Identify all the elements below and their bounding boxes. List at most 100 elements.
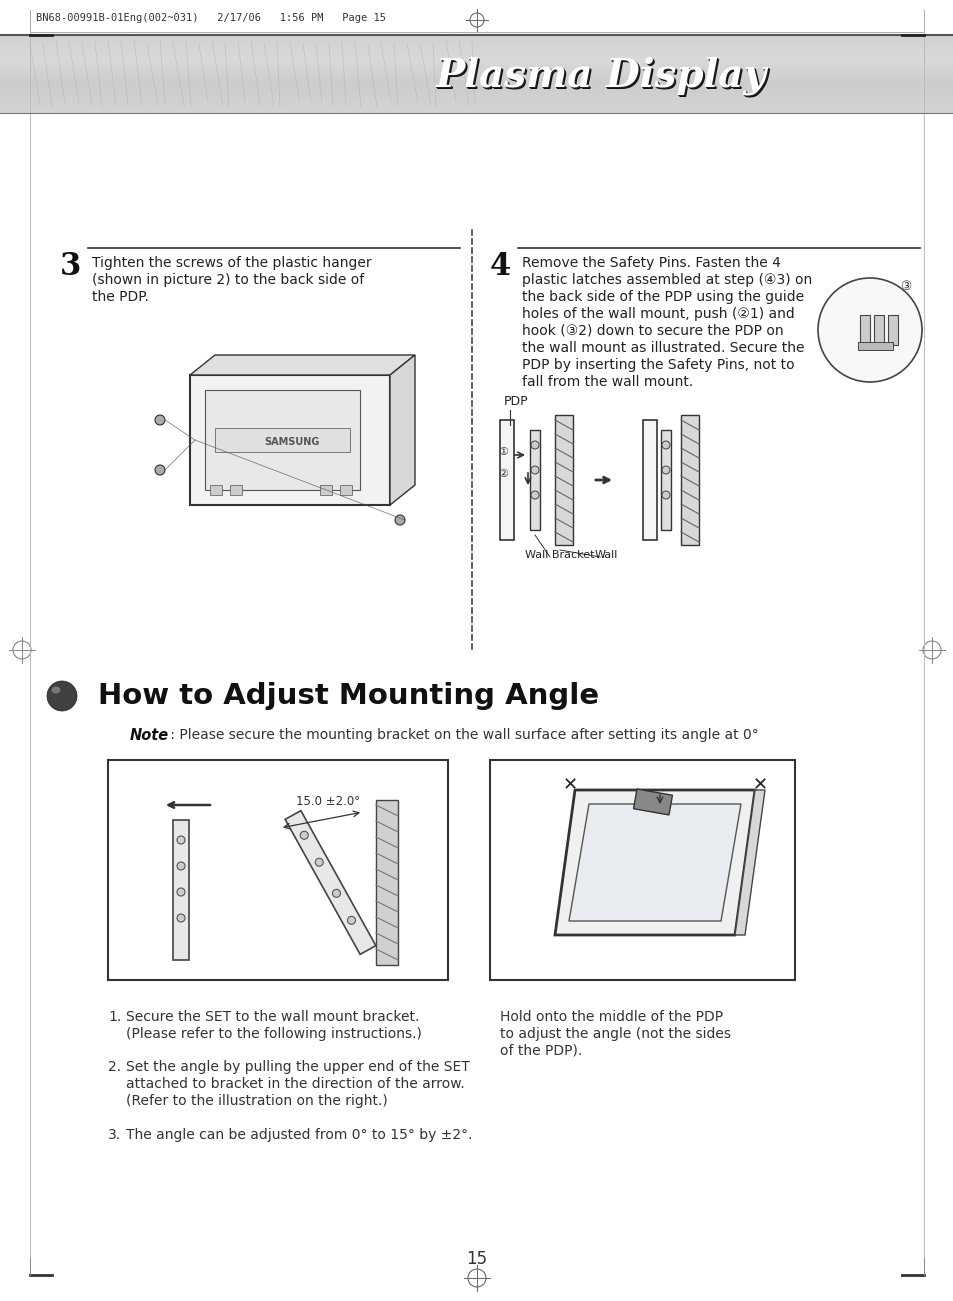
Bar <box>108 760 448 980</box>
Text: 15.0 ±2.0°: 15.0 ±2.0° <box>295 795 359 808</box>
Bar <box>0 95 953 98</box>
Text: 1.: 1. <box>108 1010 121 1024</box>
Bar <box>633 788 672 814</box>
Bar <box>642 420 657 540</box>
Text: the back side of the PDP using the guide: the back side of the PDP using the guide <box>521 290 803 304</box>
Circle shape <box>531 490 538 500</box>
Text: the wall mount as illustrated. Secure the: the wall mount as illustrated. Secure th… <box>521 341 803 355</box>
Text: ③: ③ <box>899 280 910 293</box>
Text: ✕: ✕ <box>562 775 577 794</box>
Bar <box>0 48 953 51</box>
Text: PDP by inserting the Safety Pins, not to: PDP by inserting the Safety Pins, not to <box>521 358 794 372</box>
Bar <box>0 75 953 78</box>
Bar <box>0 99 953 101</box>
Bar <box>0 107 953 109</box>
Bar <box>0 70 953 73</box>
Circle shape <box>531 441 538 449</box>
Text: Tighten the screws of the plastic hanger: Tighten the screws of the plastic hanger <box>91 256 372 271</box>
Text: ✕: ✕ <box>752 775 767 794</box>
Bar <box>0 91 953 94</box>
Polygon shape <box>190 355 415 375</box>
Circle shape <box>661 441 669 449</box>
Bar <box>0 35 953 38</box>
Bar <box>0 87 953 90</box>
Text: Note: Note <box>130 729 169 743</box>
Text: BN68-00991B-01Eng(002~031)   2/17/06   1:56 PM   Page 15: BN68-00991B-01Eng(002~031) 2/17/06 1:56 … <box>36 13 386 23</box>
Bar <box>0 64 953 66</box>
Bar <box>0 66 953 69</box>
Bar <box>0 52 953 55</box>
Bar <box>0 101 953 104</box>
Bar <box>530 431 539 530</box>
Bar <box>0 103 953 105</box>
Bar <box>0 79 953 82</box>
Bar <box>205 390 359 490</box>
Circle shape <box>314 859 323 866</box>
Text: 3.: 3. <box>108 1128 121 1142</box>
Text: 3: 3 <box>60 251 81 282</box>
Bar <box>0 82 953 85</box>
Text: Remove the Safety Pins. Fasten the 4: Remove the Safety Pins. Fasten the 4 <box>521 256 781 271</box>
Bar <box>0 98 953 100</box>
Bar <box>0 90 953 92</box>
Text: hook (③2) down to secure the PDP on: hook (③2) down to secure the PDP on <box>521 324 782 338</box>
Text: plastic latches assembled at step (④3) on: plastic latches assembled at step (④3) o… <box>521 273 811 288</box>
Circle shape <box>333 890 340 898</box>
Bar <box>210 485 222 494</box>
Bar <box>0 111 953 113</box>
Ellipse shape <box>47 680 77 712</box>
Bar <box>859 315 869 345</box>
Bar <box>0 44 953 47</box>
Ellipse shape <box>51 687 60 693</box>
Text: fall from the wall mount.: fall from the wall mount. <box>521 375 693 389</box>
Text: of the PDP).: of the PDP). <box>499 1043 581 1058</box>
Bar <box>887 315 897 345</box>
Circle shape <box>177 889 185 896</box>
Bar <box>0 47 953 49</box>
Text: How to Adjust Mounting Angle: How to Adjust Mounting Angle <box>98 682 598 710</box>
Circle shape <box>300 831 308 839</box>
Bar <box>0 51 953 53</box>
Bar <box>339 485 352 494</box>
Circle shape <box>177 863 185 870</box>
Bar <box>190 375 390 505</box>
Text: Wall Bracket: Wall Bracket <box>524 550 594 559</box>
Bar <box>680 415 699 545</box>
Text: attached to bracket in the direction of the arrow.: attached to bracket in the direction of … <box>126 1077 464 1092</box>
Circle shape <box>347 916 355 924</box>
Bar <box>230 485 242 494</box>
Bar <box>857 342 892 350</box>
Polygon shape <box>285 811 375 955</box>
Bar <box>214 428 350 451</box>
Circle shape <box>177 837 185 844</box>
Bar <box>660 431 670 530</box>
Text: (Refer to the illustration on the right.): (Refer to the illustration on the right.… <box>126 1094 387 1108</box>
Text: Plasma Display: Plasma Display <box>435 56 766 95</box>
Bar <box>0 83 953 86</box>
Bar <box>0 62 953 65</box>
Text: 15: 15 <box>466 1250 487 1268</box>
Bar <box>0 109 953 112</box>
Text: the PDP.: the PDP. <box>91 290 149 304</box>
Polygon shape <box>734 790 764 935</box>
Text: : Please secure the mounting bracket on the wall surface after setting its angle: : Please secure the mounting bracket on … <box>166 729 758 742</box>
Text: Plasma Display: Plasma Display <box>436 57 767 96</box>
Circle shape <box>531 466 538 474</box>
Bar <box>555 415 573 545</box>
Circle shape <box>661 490 669 500</box>
Bar <box>499 420 514 540</box>
Text: PDP: PDP <box>503 396 528 409</box>
Bar <box>0 40 953 43</box>
Circle shape <box>817 278 921 382</box>
Text: SAMSUNG: SAMSUNG <box>264 437 319 448</box>
Bar <box>172 820 189 960</box>
Text: 4: 4 <box>490 251 511 282</box>
Text: Wall: Wall <box>595 550 618 559</box>
Bar <box>0 43 953 46</box>
Circle shape <box>177 915 185 922</box>
Bar <box>0 39 953 42</box>
Text: Hold onto the middle of the PDP: Hold onto the middle of the PDP <box>499 1010 722 1024</box>
Circle shape <box>661 466 669 474</box>
Bar <box>0 59 953 61</box>
Text: (shown in picture 2) to the back side of: (shown in picture 2) to the back side of <box>91 273 364 288</box>
